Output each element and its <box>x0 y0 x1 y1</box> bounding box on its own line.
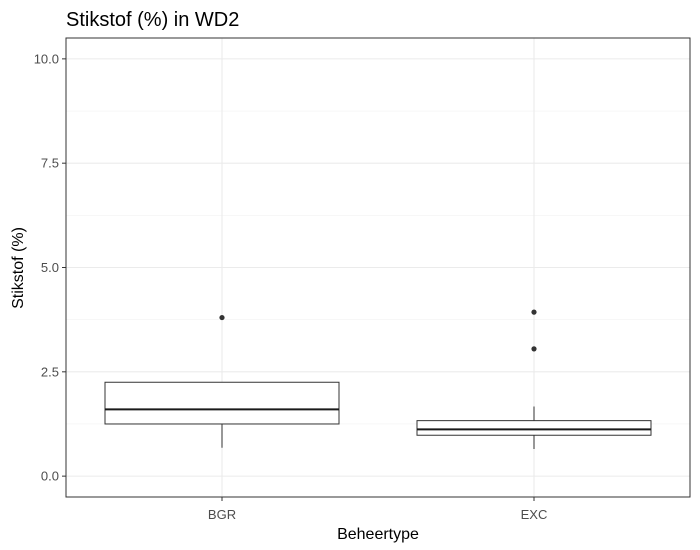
x-tick-label: BGR <box>208 507 236 522</box>
outlier-point <box>219 314 225 321</box>
x-axis: BGR EXC <box>208 497 547 522</box>
y-tick-label: 0.0 <box>41 469 59 484</box>
box-exc <box>416 309 652 450</box>
box-bgr <box>104 314 340 448</box>
y-tick-label: 10.0 <box>34 51 59 66</box>
y-tick-label: 5.0 <box>41 260 59 275</box>
y-axis: 0.0 2.5 5.0 7.5 10.0 <box>34 51 66 484</box>
boxes <box>104 309 652 450</box>
chart-title: Stikstof (%) in WD2 <box>66 9 239 31</box>
y-tick-label: 2.5 <box>41 364 59 379</box>
outlier-point <box>531 346 537 352</box>
box-iqr <box>104 381 340 425</box>
outlier-point <box>531 309 537 315</box>
y-tick-label: 7.5 <box>41 156 59 171</box>
x-tick-label: EXC <box>521 507 548 522</box>
x-axis-title: Beheertype <box>337 526 419 543</box>
box-iqr <box>416 420 652 436</box>
y-axis-title: Stikstof (%) <box>10 227 27 309</box>
